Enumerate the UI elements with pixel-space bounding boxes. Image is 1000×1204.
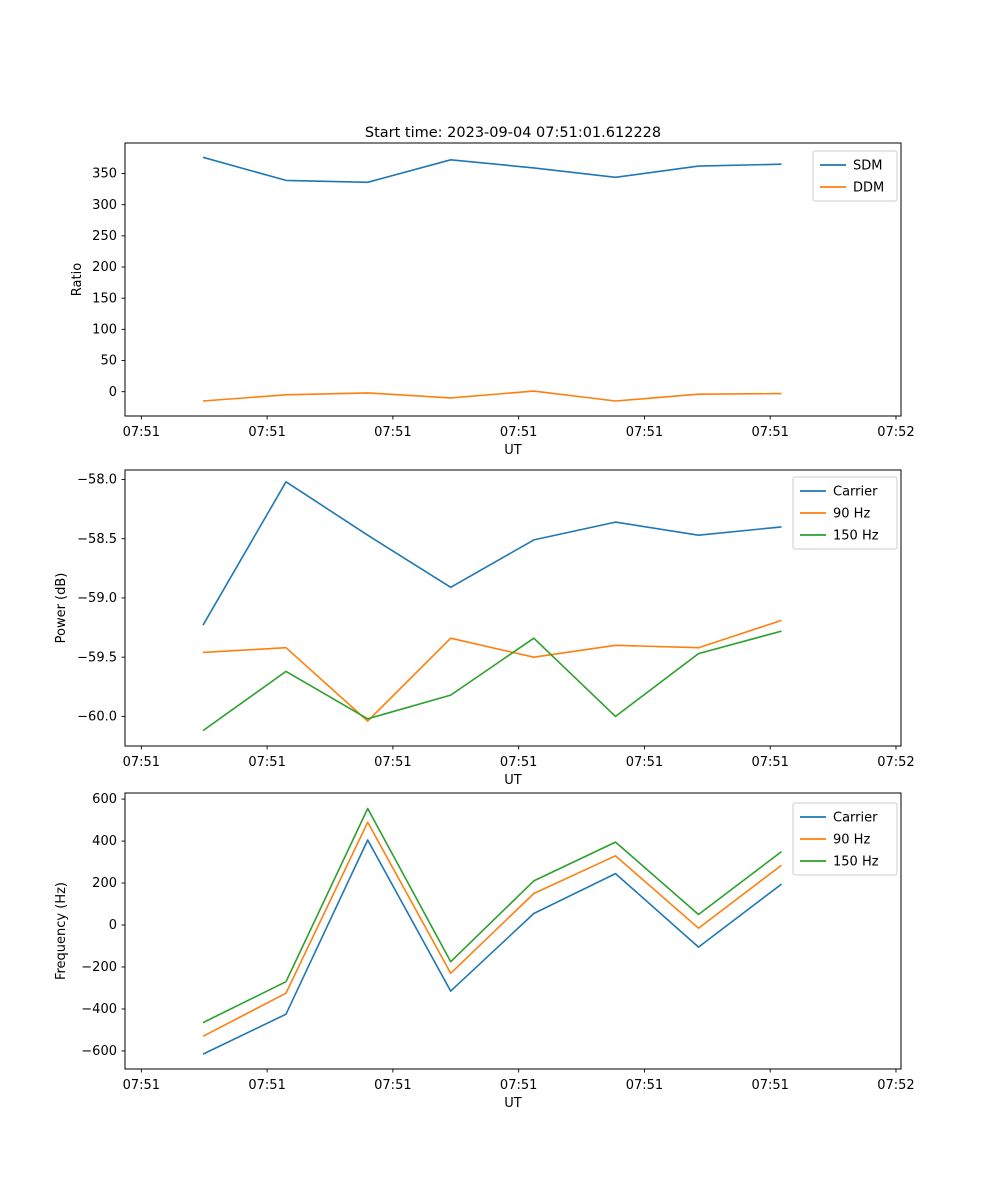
- x-tick-label: 07:51: [626, 1078, 663, 1093]
- y-tick-label: 0: [109, 918, 117, 933]
- charts-layer: 07:51 07:51 07:51 07:51 07:51 07:51 07:52 0 50 10…: [77, 142, 915, 1093]
- x-tick-label: 07:52: [877, 755, 914, 770]
- power-chart: 07:51 07:51 07:51 07:51 07:51 07:51 07:52 −60.0…: [77, 469, 915, 770]
- x-tick-label: 07:52: [877, 1078, 914, 1093]
- legend-box: [812, 150, 898, 202]
- series-line-ddm: [202, 390, 782, 402]
- series-line-carrier: [202, 480, 782, 626]
- legend-label: 150 Hz: [833, 855, 879, 870]
- y-tick-label: 350: [92, 167, 117, 182]
- legend-label: Carrier: [833, 485, 878, 500]
- y-tick-label: 300: [92, 198, 117, 213]
- series-line-150-hz: [202, 630, 782, 732]
- axes-spines: [124, 792, 902, 1070]
- y-tick-label: 100: [92, 323, 117, 338]
- x-tick-label: 07:51: [248, 425, 285, 440]
- y-axis-label-ratio: Ratio: [70, 263, 85, 296]
- y-tick-label: −58.5: [77, 532, 117, 547]
- y-axis-label-frequency: Frequency (Hz): [54, 882, 69, 980]
- legend: Carrier 90 Hz 150 Hz: [792, 476, 898, 550]
- legend-box: [792, 476, 898, 550]
- y-tick-label: −59.0: [77, 591, 117, 606]
- legend-box: [792, 802, 898, 876]
- y-tick-label: −60.0: [77, 710, 117, 725]
- y-tick-label: 150: [92, 291, 117, 306]
- x-tick-label: 07:51: [123, 755, 160, 770]
- y-tick-label: −200: [81, 960, 117, 975]
- series-line-sdm: [202, 156, 782, 184]
- x-axis-label-ut-middle: UT: [504, 773, 522, 788]
- x-tick-label: 07:51: [626, 755, 663, 770]
- series-line-90-hz: [202, 619, 782, 722]
- x-tick-label: 07:51: [500, 425, 537, 440]
- x-axis-label-ut-top: UT: [504, 443, 522, 458]
- legend-label: DDM: [853, 181, 884, 196]
- legend-label: 150 Hz: [833, 529, 879, 544]
- x-axis-label-ut-bottom: UT: [504, 1096, 522, 1111]
- y-tick-label: 250: [92, 229, 117, 244]
- x-tick-label: 07:51: [751, 1078, 788, 1093]
- series-line-150-hz: [202, 807, 782, 1024]
- y-tick-label: 600: [92, 792, 117, 807]
- frequency-chart: 07:51 07:51 07:51 07:51 07:51 07:51 07:52 −600 −…: [81, 792, 914, 1093]
- legend-label: SDM: [853, 159, 882, 174]
- x-tick-label: 07:51: [374, 425, 411, 440]
- y-tick-label: 200: [92, 876, 117, 891]
- x-tick-label: 07:51: [123, 1078, 160, 1093]
- x-tick-label: 07:51: [500, 1078, 537, 1093]
- legend: SDM DDM: [812, 150, 898, 202]
- axes-spines: [124, 142, 902, 417]
- y-tick-label: −600: [81, 1044, 117, 1059]
- ratio-chart: 07:51 07:51 07:51 07:51 07:51 07:51 07:52 0 50 10…: [92, 142, 915, 440]
- series-lines: [202, 807, 782, 1055]
- legend: Carrier 90 Hz 150 Hz: [792, 802, 898, 876]
- x-tick-label: 07:51: [500, 755, 537, 770]
- series-line-90-hz: [202, 821, 782, 1038]
- y-tick-label: −59.5: [77, 650, 117, 665]
- x-tick-label: 07:51: [751, 755, 788, 770]
- legend-label: Carrier: [833, 811, 878, 826]
- y-tick-label: −400: [81, 1002, 117, 1017]
- y-tick-label: 200: [92, 260, 117, 275]
- x-tick-label: 07:51: [374, 1078, 411, 1093]
- series-lines: [202, 480, 782, 732]
- y-tick-label: 0: [109, 385, 117, 400]
- axes-spines: [124, 469, 902, 747]
- y-tick-label: 400: [92, 834, 117, 849]
- x-tick-label: 07:51: [123, 425, 160, 440]
- y-tick-label: 50: [100, 354, 117, 369]
- legend-label: 90 Hz: [833, 833, 870, 848]
- series-line-carrier: [202, 839, 782, 1055]
- x-tick-label: 07:51: [248, 755, 285, 770]
- y-axis-label-power: Power (dB): [54, 573, 69, 644]
- x-tick-label: 07:51: [248, 1078, 285, 1093]
- y-tick-label: −58.0: [77, 473, 117, 488]
- x-tick-label: 07:52: [877, 425, 914, 440]
- x-tick-label: 07:51: [374, 755, 411, 770]
- x-tick-label: 07:51: [751, 425, 788, 440]
- legend-label: 90 Hz: [833, 507, 870, 522]
- x-tick-label: 07:51: [626, 425, 663, 440]
- figure-title: Start time: 2023-09-04 07:51:01.612228: [365, 125, 661, 141]
- series-lines: [202, 156, 782, 402]
